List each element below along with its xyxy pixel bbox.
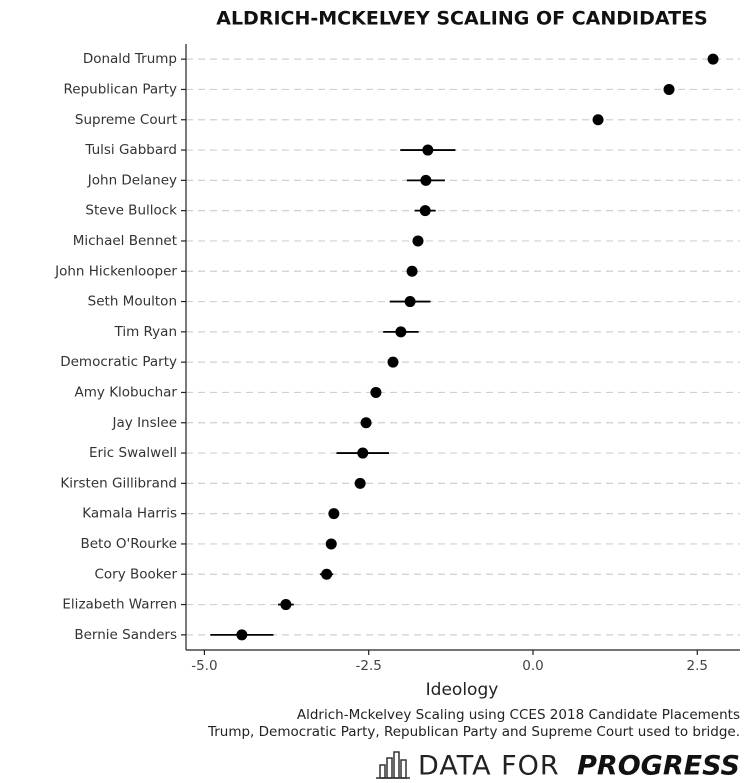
y-tick-label: Supreme Court bbox=[75, 112, 177, 128]
point bbox=[387, 356, 399, 368]
logo-text: PROGRESS bbox=[577, 751, 740, 782]
y-tick-label: Democratic Party bbox=[60, 354, 177, 370]
y-tick-label: Cory Booker bbox=[95, 566, 178, 582]
point bbox=[663, 83, 675, 95]
y-tick-label: Eric Swalwell bbox=[89, 445, 177, 461]
y-tick-label: Amy Klobuchar bbox=[75, 384, 178, 400]
y-tick-label: Republican Party bbox=[64, 81, 177, 97]
point bbox=[422, 144, 434, 156]
point bbox=[370, 386, 382, 398]
point bbox=[325, 538, 337, 550]
y-tick-label: Steve Bullock bbox=[85, 203, 177, 219]
y-tick-label: John Hickenlooper bbox=[54, 263, 177, 279]
point bbox=[328, 508, 340, 520]
point bbox=[395, 326, 407, 338]
y-tick-label: Seth Moulton bbox=[88, 294, 177, 310]
x-tick-label: 2.5 bbox=[687, 658, 708, 674]
logo-icon bbox=[376, 751, 410, 779]
logo-text: DATA FOR bbox=[418, 751, 560, 782]
y-tick-label: Beto O'Rourke bbox=[80, 536, 177, 552]
y-tick-label: Michael Bennet bbox=[73, 233, 177, 249]
point bbox=[419, 205, 431, 217]
point bbox=[357, 447, 369, 459]
caption: Aldrich-Mckelvey Scaling using CCES 2018… bbox=[297, 707, 740, 723]
point bbox=[354, 477, 366, 489]
chart-title: ALDRICH-MCKELVEY SCALING OF CANDIDATES bbox=[216, 8, 708, 30]
y-tick-label: Kamala Harris bbox=[82, 506, 177, 522]
x-axis-title: Ideology bbox=[426, 680, 499, 700]
y-tick-label: Donald Trump bbox=[83, 51, 177, 67]
point bbox=[404, 296, 416, 308]
point bbox=[592, 114, 604, 126]
x-tick-label: 0.0 bbox=[522, 658, 543, 674]
y-tick-label: Kirsten Gillibrand bbox=[60, 475, 177, 491]
y-tick-label: John Delaney bbox=[87, 172, 177, 188]
point bbox=[321, 568, 333, 580]
point bbox=[360, 417, 372, 429]
y-tick-label: Jay Inslee bbox=[112, 415, 177, 431]
y-tick-label: Bernie Sanders bbox=[74, 627, 177, 643]
y-tick-label: Tulsi Gabbard bbox=[84, 142, 177, 158]
point bbox=[406, 265, 418, 277]
x-tick-label: -2.5 bbox=[356, 658, 382, 674]
point bbox=[420, 174, 432, 186]
point bbox=[280, 599, 292, 611]
point bbox=[707, 53, 719, 65]
point bbox=[412, 235, 424, 247]
point bbox=[236, 629, 248, 641]
x-tick-label: -5.0 bbox=[191, 658, 217, 674]
y-tick-label: Tim Ryan bbox=[114, 324, 177, 340]
caption: Trump, Democratic Party, Republican Part… bbox=[207, 724, 740, 740]
y-tick-label: Elizabeth Warren bbox=[62, 597, 177, 613]
